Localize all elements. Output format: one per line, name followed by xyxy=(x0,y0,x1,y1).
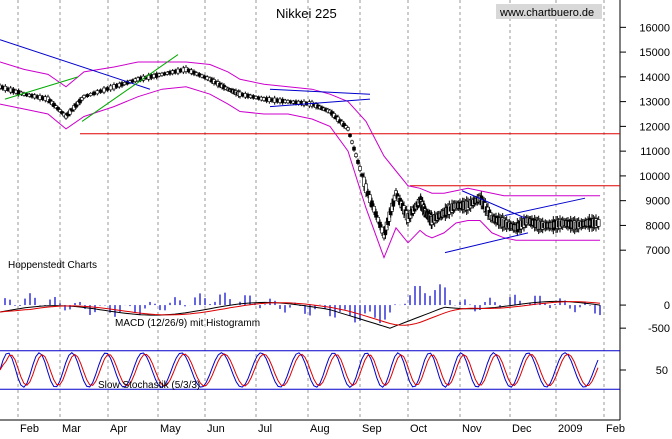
x-tick-label: Oct xyxy=(410,423,427,435)
price-candle xyxy=(354,153,358,157)
y-tick-label: 15000 xyxy=(639,47,670,59)
channel-line xyxy=(269,88,371,95)
macd-signal-line xyxy=(0,301,601,326)
stoch-k-line xyxy=(0,352,599,388)
macd-y-tick-label: 0 xyxy=(664,300,670,312)
x-tick-label: Jul xyxy=(258,423,272,435)
price-candle xyxy=(372,206,376,213)
price-candle xyxy=(92,91,96,96)
y-tick-label: 7000 xyxy=(646,245,670,257)
x-tick-label: Aug xyxy=(310,423,330,435)
y-tick-label: 12000 xyxy=(639,121,670,133)
chart-title: Nikkei 225 xyxy=(276,6,337,21)
price-candle xyxy=(85,94,90,98)
x-tick-label: Sep xyxy=(362,423,382,435)
price-candle xyxy=(364,183,368,194)
price-candle xyxy=(105,87,110,91)
price-candle xyxy=(350,140,354,144)
channel-line xyxy=(269,98,371,108)
price-candle xyxy=(376,216,380,223)
price-candle xyxy=(108,85,113,91)
y-tick-label: 16000 xyxy=(639,22,670,34)
trend-line-green xyxy=(81,54,179,122)
bollinger-lower-line xyxy=(0,86,600,259)
macd-line xyxy=(0,300,601,329)
y-tick-label: 10000 xyxy=(639,171,670,183)
y-tick-label: 13000 xyxy=(639,97,670,109)
trend-line-down xyxy=(0,39,151,90)
price-candle xyxy=(360,173,364,177)
y-tick-label: 9000 xyxy=(646,196,670,208)
macd-y-tick-label: -500 xyxy=(648,323,670,335)
macd-label: MACD (12/26/9) mit Histogramm xyxy=(115,318,260,329)
x-tick-label: May xyxy=(160,423,181,435)
price-candle xyxy=(88,93,93,96)
support-trend-line xyxy=(444,232,529,254)
price-candle xyxy=(82,95,86,99)
y-tick-label: 8000 xyxy=(646,220,670,232)
stoch-d-line xyxy=(0,353,599,387)
x-tick-label: Dec xyxy=(512,423,532,435)
price-candle xyxy=(98,89,103,93)
price-candle xyxy=(348,134,352,137)
x-tick-label: Nov xyxy=(462,423,482,435)
trend-line-green xyxy=(4,76,79,100)
price-candle xyxy=(380,226,384,234)
price-candle xyxy=(102,87,106,93)
x-tick-label: Apr xyxy=(110,423,127,435)
price-candle xyxy=(95,90,100,95)
x-tick-label: Mar xyxy=(62,423,81,435)
price-candle xyxy=(374,211,378,218)
stoch-label: Slow Stochastik (5/3/3) xyxy=(98,380,200,391)
watermark: www.chartbuero.de xyxy=(499,7,594,19)
x-tick-label: Feb xyxy=(606,423,625,435)
price-candle xyxy=(356,159,360,164)
resistance-trend-line xyxy=(504,197,586,217)
x-tick-label: Feb xyxy=(20,423,39,435)
provider-label: Hoppenstedt Charts xyxy=(8,260,97,271)
x-tick-label: Jun xyxy=(207,423,225,435)
price-candle xyxy=(596,219,601,227)
price-candle xyxy=(346,127,350,131)
stoch-y-tick-label: 50 xyxy=(656,365,668,377)
y-tick-label: 14000 xyxy=(639,72,670,84)
price-candle xyxy=(358,166,362,171)
price-candle xyxy=(352,146,356,151)
watermark-box xyxy=(496,4,602,19)
bollinger-upper-line xyxy=(0,61,600,197)
y-tick-label: 11000 xyxy=(640,146,670,158)
price-candle xyxy=(378,221,382,228)
x-tick-label: 2009 xyxy=(558,423,582,435)
